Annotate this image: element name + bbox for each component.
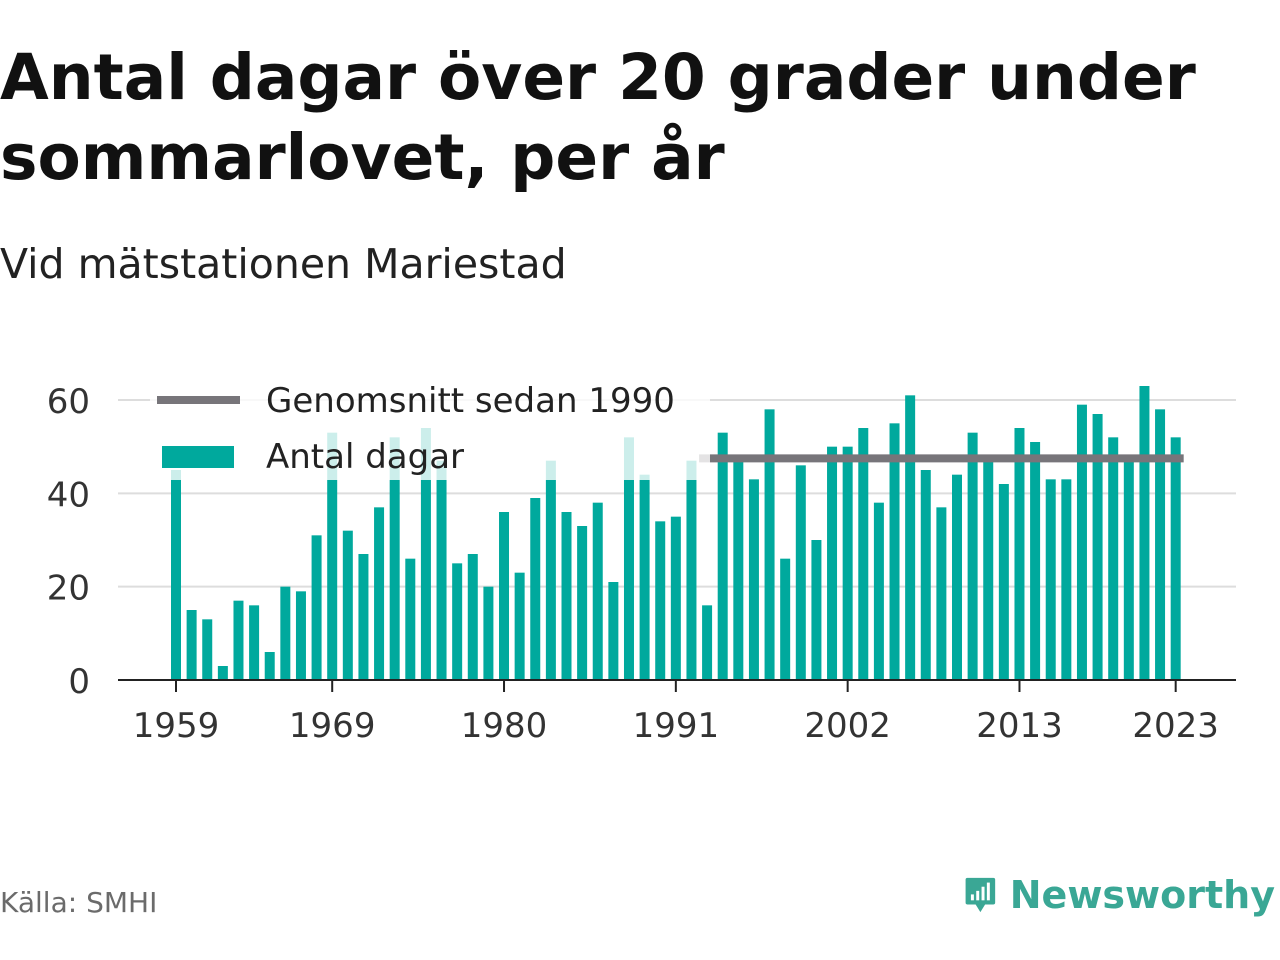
axes: 0 20 40 60 1959 1969 1980 1991 2002 2013 2023 [47, 382, 1236, 746]
bar-2015 [1045, 479, 1056, 680]
bar-1961 [202, 619, 213, 680]
bar-1960 [186, 610, 197, 680]
legend-label-average: Genomsnitt sedan 1990 [266, 381, 675, 421]
bar-2000 [811, 540, 822, 680]
bar-1987 [608, 582, 619, 680]
bar-2005 [889, 423, 900, 680]
bar-1992 [686, 460, 697, 680]
bar-2010 [967, 432, 978, 680]
bar-2011 [983, 460, 994, 680]
bar-2001 [827, 446, 838, 680]
bar-1964 [249, 605, 260, 680]
bar-1993 [702, 605, 713, 680]
chart-title: Antal dagar över 20 grader under sommarl… [0, 41, 1196, 194]
bar-1975 [420, 428, 431, 680]
bar-2004 [873, 502, 884, 680]
y-tick-label: 20 [47, 569, 90, 609]
bar-1966 [280, 586, 291, 680]
bar-1990 [655, 521, 666, 680]
bar-1976 [436, 460, 447, 680]
bar-2009 [952, 474, 962, 680]
bar-2012 [998, 484, 1009, 680]
x-tick-label: 1991 [633, 706, 720, 746]
bar-2017 [1076, 404, 1087, 680]
bar-1995 [733, 456, 744, 680]
brand-name: Newsworthy [1009, 873, 1275, 917]
bar-1996 [748, 479, 759, 680]
legend-swatch-bars [162, 446, 234, 468]
x-tick-label: 1959 [133, 706, 220, 746]
bar-1981 [514, 572, 525, 680]
bar-1959 [171, 470, 181, 680]
bar-1998 [780, 558, 791, 680]
bar-1994 [717, 432, 728, 680]
bar-1968 [311, 535, 322, 680]
bar-2021 [1139, 386, 1150, 680]
bar-1978 [467, 554, 478, 680]
bar-2003 [858, 428, 869, 680]
bar-1963 [233, 600, 244, 680]
y-tick-label: 60 [47, 382, 90, 422]
bars [171, 386, 1181, 680]
bar-1969 [327, 432, 338, 680]
bar-1971 [358, 554, 369, 680]
bar-1965 [264, 652, 275, 680]
brand-logo: Newsworthy [965, 862, 1275, 928]
legend-background [150, 376, 710, 480]
x-tick-label: 2013 [976, 706, 1063, 746]
bar-1970 [342, 530, 353, 680]
y-tick-label: 40 [47, 475, 90, 515]
x-tick-label: 1969 [289, 706, 376, 746]
bar-1972 [374, 507, 385, 680]
bar-1999 [795, 465, 806, 680]
bar-2018 [1092, 414, 1103, 680]
bar-1962 [217, 666, 228, 680]
bar-1973 [389, 437, 400, 680]
x-tick-label: 2023 [1132, 706, 1219, 746]
bar-1974 [405, 558, 416, 680]
bar-1986 [592, 502, 603, 680]
bar-1980 [499, 512, 510, 680]
bar-1979 [483, 586, 494, 680]
bar-1997 [764, 409, 775, 680]
bar-2013 [1014, 428, 1025, 680]
bar-1982 [530, 498, 541, 680]
legend-label-bars: Antal dagar [266, 437, 464, 477]
bar-chart: 0 20 40 60 1959 1969 1980 1991 2002 2013 2023 Geno… [47, 376, 1236, 746]
bar-1989 [639, 474, 650, 680]
newsworthy-logo-icon [965, 877, 996, 913]
bar-2002 [842, 446, 853, 680]
bar-1991 [670, 516, 681, 680]
bar-1988 [623, 437, 634, 680]
x-tick-label: 2002 [804, 706, 891, 746]
bar-2020 [1123, 460, 1134, 680]
y-tick-label: 0 [68, 662, 90, 702]
legend: Genomsnitt sedan 1990 Antal dagar [150, 376, 710, 480]
source-note: Källa: SMHI [0, 886, 158, 919]
bar-1985 [577, 526, 588, 680]
bar-2014 [1030, 442, 1041, 680]
bar-2023 [1170, 437, 1181, 680]
bar-2022 [1155, 409, 1166, 680]
bar-1977 [452, 563, 463, 680]
bar-2006 [905, 395, 916, 680]
bar-2016 [1061, 479, 1072, 680]
bar-1967 [295, 591, 306, 680]
bar-1984 [561, 512, 572, 680]
chart-subtitle: Vid mätstationen Mariestad [0, 240, 567, 288]
bar-2007 [920, 470, 931, 680]
bar-2019 [1108, 437, 1119, 680]
bar-1983 [545, 460, 556, 680]
bar-2008 [936, 507, 947, 680]
x-tick-label: 1980 [461, 706, 548, 746]
